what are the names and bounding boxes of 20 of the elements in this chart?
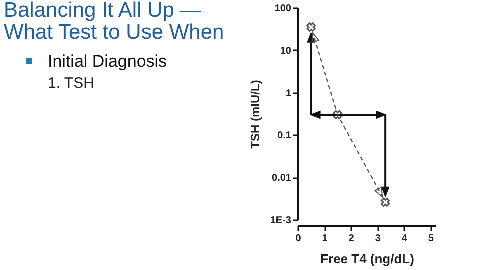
x-tick-label: 1	[322, 234, 328, 244]
point	[380, 198, 390, 207]
y-tick-label: 1	[286, 88, 292, 100]
point	[333, 110, 342, 120]
x-tick-label: 3	[375, 234, 382, 244]
x-axis-title: Free T4 (ng/dL)	[320, 252, 414, 266]
text: 1. TSH	[48, 75, 94, 92]
x-tick-label: 2	[348, 234, 355, 244]
y-tick-label: 10	[280, 46, 292, 57]
x-tick-label: 5	[428, 234, 434, 244]
y-tick-label: 0.01	[272, 173, 292, 184]
y-axis-title: TSH (mIU/L)	[248, 80, 262, 149]
text: Initial Diagnosis	[48, 52, 168, 72]
text: Balancing It All Up — What Test to Use When	[4, 0, 226, 44]
y-tick-label: 0.1	[278, 130, 292, 142]
point	[306, 22, 316, 32]
y-tick-label: 100	[274, 4, 292, 14]
x-tick-label: 0	[296, 234, 302, 244]
y-tick-label: 1E-3	[270, 216, 292, 226]
x-tick-label: 4	[402, 234, 408, 244]
